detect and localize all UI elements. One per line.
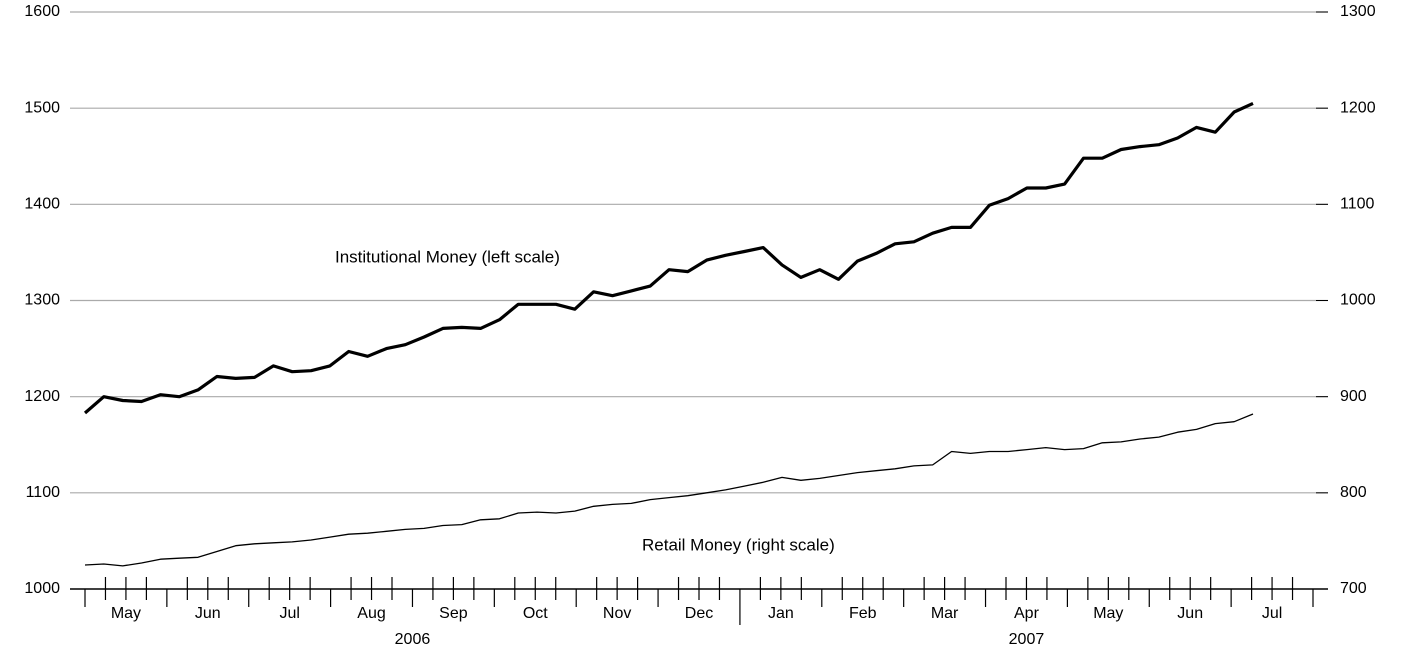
y2-tick-label: 1200	[1340, 99, 1376, 116]
y2-tick-label: 900	[1340, 388, 1367, 405]
annotation: Retail Money (right scale)	[642, 535, 835, 554]
x-tick-label: Oct	[523, 605, 548, 622]
annotation: Institutional Money (left scale)	[335, 247, 560, 266]
x-tick-label: Jan	[768, 605, 794, 622]
y2-tick-label: 1300	[1340, 3, 1376, 20]
y2-tick-label: 800	[1340, 484, 1367, 501]
y-tick-label: 1500	[24, 99, 60, 116]
x-tick-label: Mar	[931, 605, 959, 622]
year-label: 2007	[1009, 631, 1045, 648]
x-tick-label: Jun	[1177, 605, 1203, 622]
x-tick-label: Jul	[279, 605, 299, 622]
y2-tick-label: 1100	[1340, 196, 1375, 213]
x-tick-label: Jul	[1262, 605, 1282, 622]
y-tick-label: 1600	[24, 3, 60, 20]
x-tick-label: Jun	[195, 605, 221, 622]
x-tick-label: Feb	[849, 605, 877, 622]
y2-tick-label: 700	[1340, 580, 1367, 597]
x-tick-label: Apr	[1014, 605, 1040, 622]
x-tick-label: Aug	[357, 605, 385, 622]
y-tick-label: 1200	[24, 388, 60, 405]
x-tick-label: May	[1093, 605, 1123, 622]
y-tick-label: 1300	[24, 292, 60, 309]
x-tick-label: May	[111, 605, 141, 622]
y2-tick-label: 1000	[1340, 292, 1376, 309]
year-label: 2006	[395, 631, 431, 648]
line-series	[83, 101, 1254, 415]
y-tick-label: 1100	[26, 484, 61, 501]
line-series	[84, 413, 1254, 567]
y-tick-label: 1000	[24, 580, 60, 597]
x-tick-label: Nov	[603, 605, 631, 622]
y-tick-label: 1400	[24, 196, 60, 213]
x-tick-label: Dec	[685, 605, 713, 622]
x-tick-label: Sep	[439, 605, 468, 622]
